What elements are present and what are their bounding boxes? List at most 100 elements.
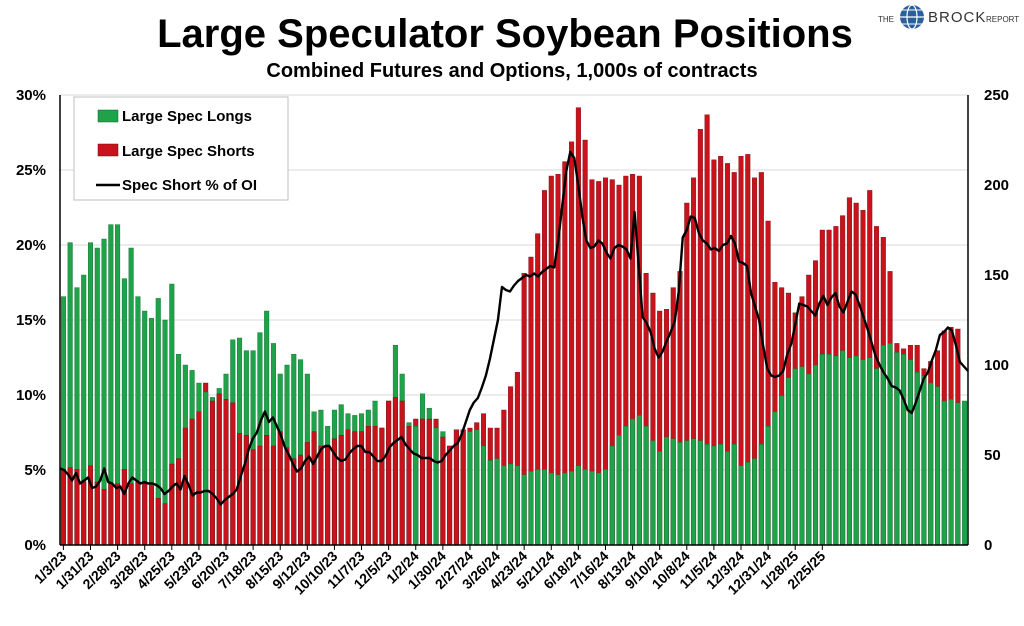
bar-longs (704, 444, 710, 546)
bar-shorts (162, 503, 168, 546)
bar-shorts (216, 393, 222, 546)
bar-shorts (94, 481, 100, 546)
bar-shorts (142, 483, 148, 546)
bar-shorts (277, 431, 283, 546)
bar-longs (894, 352, 900, 546)
bar-longs (962, 400, 968, 546)
bar-longs (907, 359, 913, 546)
bar-longs (413, 426, 419, 546)
bar-longs (684, 440, 690, 546)
bar-shorts (182, 427, 188, 546)
bar-longs (758, 444, 764, 546)
bar-shorts (60, 469, 66, 546)
bar-longs (887, 343, 893, 546)
left-axis-tick-label: 30% (16, 87, 46, 104)
bar-shorts (379, 427, 385, 546)
bar-longs (596, 472, 602, 546)
bar-shorts (223, 399, 229, 546)
bar-longs (948, 399, 954, 546)
bar-longs (501, 465, 507, 546)
bar-longs (718, 444, 724, 546)
bar-longs (589, 471, 595, 546)
legend-label-short-pct: Spec Short % of OI (122, 177, 257, 194)
chart-subtitle: Combined Futures and Options, 1,000s of … (266, 60, 757, 82)
bar-longs (819, 354, 825, 546)
bar-longs (697, 440, 703, 546)
bar-shorts (440, 436, 446, 546)
bar-shorts (128, 483, 134, 546)
bar-longs (487, 460, 493, 546)
bar-shorts (311, 431, 317, 546)
bar-longs (833, 355, 839, 546)
legend-swatch-shorts (97, 143, 119, 157)
brock-report-logo: THE BROCK REPORT (878, 4, 1019, 30)
bar-longs (846, 357, 852, 546)
bar-longs (481, 445, 487, 546)
bar-shorts (230, 402, 236, 546)
right-axis-tick-label: 200 (984, 177, 1009, 194)
bar-shorts (189, 418, 195, 546)
bar-longs (901, 354, 907, 546)
bar-longs (928, 382, 934, 546)
bar-longs (650, 440, 656, 546)
bar-shorts (447, 445, 453, 546)
right-axis-tick-label: 150 (984, 267, 1009, 284)
bar-shorts (460, 429, 466, 546)
bar-shorts (345, 429, 351, 546)
bar-longs (535, 469, 541, 546)
bar-longs (799, 366, 805, 546)
bar-shorts (250, 449, 256, 546)
bar-shorts (338, 435, 344, 546)
bar-longs (853, 355, 859, 546)
bar-longs (724, 451, 730, 546)
bar-longs (785, 377, 791, 546)
right-axis-tick-label: 250 (984, 87, 1009, 104)
bar-shorts (101, 489, 107, 546)
bar-longs (609, 445, 615, 546)
bar-shorts (108, 483, 114, 546)
bar-longs (623, 426, 629, 546)
bar-longs (494, 458, 500, 546)
bar-longs (752, 458, 758, 546)
left-axis-tick-label: 5% (24, 462, 46, 479)
bar-shorts (209, 400, 215, 546)
bar-longs (867, 357, 873, 546)
bar-shorts (318, 445, 324, 546)
bar-longs (467, 431, 473, 546)
bar-shorts (169, 463, 175, 546)
legend-swatch-longs (97, 109, 119, 123)
bar-longs (636, 415, 642, 546)
bar-longs (555, 474, 561, 546)
bar-shorts (155, 498, 161, 546)
bar-shorts (386, 400, 392, 546)
bar-longs (840, 350, 846, 546)
left-axis-tick-label: 20% (16, 237, 46, 254)
bar-shorts (365, 426, 371, 546)
bar-longs (575, 465, 581, 546)
legend-label-shorts: Large Spec Shorts (122, 143, 255, 160)
bar-shorts (257, 445, 263, 546)
right-axis-tick-label: 50 (984, 447, 1001, 464)
bar-shorts (291, 458, 297, 546)
bar-longs (792, 368, 798, 546)
bar-shorts (196, 411, 202, 546)
bar-longs (548, 472, 554, 546)
bar-shorts (270, 445, 276, 546)
short-pct-line-layer (59, 150, 969, 506)
bar-longs (955, 402, 961, 546)
bar-longs (935, 386, 941, 546)
bar-shorts (121, 469, 127, 546)
bar-longs (643, 426, 649, 546)
bar-longs (813, 364, 819, 546)
bar-shorts (135, 481, 141, 546)
bar-longs (860, 359, 866, 546)
left-axis-tick-label: 10% (16, 387, 46, 404)
bar-shorts (81, 481, 87, 546)
chart-title: Large Speculator Soybean Positions (157, 12, 853, 56)
bar-longs (474, 429, 480, 546)
bar-shorts (420, 418, 426, 546)
bar-longs (738, 465, 744, 546)
bar-shorts (115, 483, 121, 546)
